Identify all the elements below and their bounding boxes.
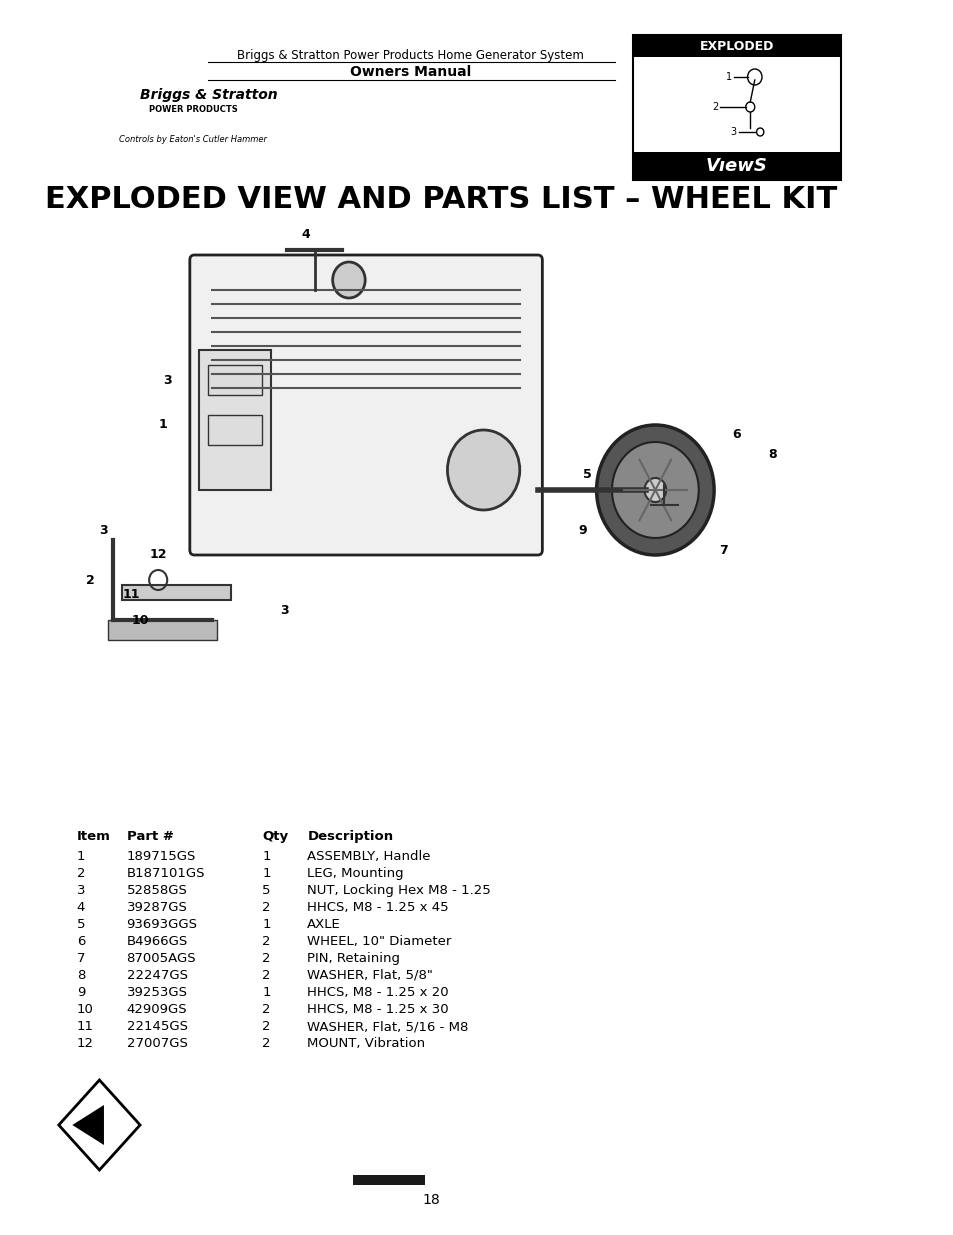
Text: 2: 2 (262, 969, 271, 982)
Text: Description: Description (307, 830, 393, 844)
Bar (353, 1174, 424, 1186)
Text: 1: 1 (262, 867, 271, 881)
Text: 2: 2 (262, 1037, 271, 1050)
Bar (208, 415, 262, 445)
Bar (632, 35, 840, 180)
Text: 11: 11 (77, 1020, 93, 1032)
Text: 4: 4 (77, 902, 85, 914)
Bar (632, 35, 840, 57)
Text: 1: 1 (262, 850, 271, 863)
Text: 12: 12 (77, 1037, 93, 1050)
Text: PIN, Retaining: PIN, Retaining (307, 952, 400, 965)
Text: 39253GS: 39253GS (127, 986, 188, 999)
Text: Owners Manual: Owners Manual (350, 65, 471, 79)
Polygon shape (72, 1105, 104, 1145)
Text: 2: 2 (86, 573, 94, 587)
Text: 8: 8 (768, 448, 777, 462)
Text: 1: 1 (158, 419, 167, 431)
Circle shape (333, 262, 365, 298)
Text: 3: 3 (163, 373, 172, 387)
Text: 7: 7 (718, 543, 727, 557)
Text: Item: Item (77, 830, 111, 844)
Bar (632, 152, 840, 180)
Text: B187101GS: B187101GS (127, 867, 205, 881)
Text: AXLE: AXLE (307, 918, 341, 931)
Circle shape (447, 430, 519, 510)
Text: 1: 1 (262, 986, 271, 999)
Text: 52858GS: 52858GS (127, 884, 187, 897)
Text: 2: 2 (262, 902, 271, 914)
Text: 93693GGS: 93693GGS (127, 918, 197, 931)
Text: VıewS: VıewS (705, 157, 767, 175)
Text: 87005AGS: 87005AGS (127, 952, 196, 965)
Text: 6: 6 (77, 935, 85, 948)
Text: 39287GS: 39287GS (127, 902, 187, 914)
Text: Part #: Part # (127, 830, 173, 844)
Text: 9: 9 (578, 524, 587, 536)
Text: NUT, Locking Hex M8 - 1.25: NUT, Locking Hex M8 - 1.25 (307, 884, 491, 897)
Text: 3: 3 (99, 524, 108, 536)
Text: Briggs & Stratton: Briggs & Stratton (140, 88, 277, 103)
Text: MOUNT, Vibration: MOUNT, Vibration (307, 1037, 425, 1050)
Text: Controls by Eaton's Cutler Hammer: Controls by Eaton's Cutler Hammer (119, 136, 267, 144)
Text: HHCS, M8 - 1.25 x 20: HHCS, M8 - 1.25 x 20 (307, 986, 449, 999)
Text: 2: 2 (262, 952, 271, 965)
Text: 5: 5 (582, 468, 591, 482)
FancyBboxPatch shape (190, 254, 542, 555)
Text: 10: 10 (132, 614, 149, 626)
Text: EXPLODED VIEW AND PARTS LIST – WHEEL KIT: EXPLODED VIEW AND PARTS LIST – WHEEL KIT (45, 185, 837, 215)
Text: 42909GS: 42909GS (127, 1003, 187, 1016)
Text: 9: 9 (77, 986, 85, 999)
Text: 22145GS: 22145GS (127, 1020, 188, 1032)
Polygon shape (59, 1079, 140, 1170)
Text: 10: 10 (77, 1003, 93, 1016)
Text: LEG, Mounting: LEG, Mounting (307, 867, 403, 881)
Text: 2: 2 (262, 935, 271, 948)
Text: 1: 1 (77, 850, 85, 863)
Text: 2: 2 (712, 103, 718, 112)
Bar (122, 585, 231, 600)
Bar (109, 620, 216, 640)
Text: 11: 11 (122, 589, 140, 601)
Text: WASHER, Flat, 5/8": WASHER, Flat, 5/8" (307, 969, 433, 982)
Circle shape (644, 478, 665, 501)
Text: ASSEMBLY, Handle: ASSEMBLY, Handle (307, 850, 431, 863)
Text: WHEEL, 10" Diameter: WHEEL, 10" Diameter (307, 935, 451, 948)
Bar (198, 350, 271, 490)
Text: 12: 12 (150, 548, 167, 562)
Text: 3: 3 (77, 884, 85, 897)
Text: 4: 4 (301, 228, 310, 242)
Text: HHCS, M8 - 1.25 x 45: HHCS, M8 - 1.25 x 45 (307, 902, 449, 914)
Text: 1: 1 (725, 72, 731, 82)
Text: 5: 5 (77, 918, 85, 931)
Text: 8: 8 (77, 969, 85, 982)
Text: 27007GS: 27007GS (127, 1037, 187, 1050)
Text: EXPLODED: EXPLODED (699, 40, 773, 53)
Text: 1: 1 (262, 918, 271, 931)
Text: 22247GS: 22247GS (127, 969, 188, 982)
Text: Qty: Qty (262, 830, 288, 844)
Text: 3: 3 (280, 604, 289, 616)
Text: 2: 2 (77, 867, 85, 881)
Text: HHCS, M8 - 1.25 x 30: HHCS, M8 - 1.25 x 30 (307, 1003, 449, 1016)
Circle shape (596, 425, 714, 555)
Text: WASHER, Flat, 5/16 - M8: WASHER, Flat, 5/16 - M8 (307, 1020, 468, 1032)
Text: 6: 6 (732, 429, 740, 441)
Text: 3: 3 (730, 127, 736, 137)
Text: B4966GS: B4966GS (127, 935, 188, 948)
Text: 2: 2 (262, 1003, 271, 1016)
Text: POWER PRODUCTS: POWER PRODUCTS (149, 105, 237, 115)
Circle shape (611, 442, 698, 538)
Text: Briggs & Stratton Power Products Home Generator System: Briggs & Stratton Power Products Home Ge… (236, 48, 583, 62)
Text: 5: 5 (262, 884, 271, 897)
Text: 7: 7 (77, 952, 85, 965)
Text: 189715GS: 189715GS (127, 850, 195, 863)
Bar (208, 366, 262, 395)
Text: 18: 18 (422, 1193, 439, 1207)
Text: 2: 2 (262, 1020, 271, 1032)
